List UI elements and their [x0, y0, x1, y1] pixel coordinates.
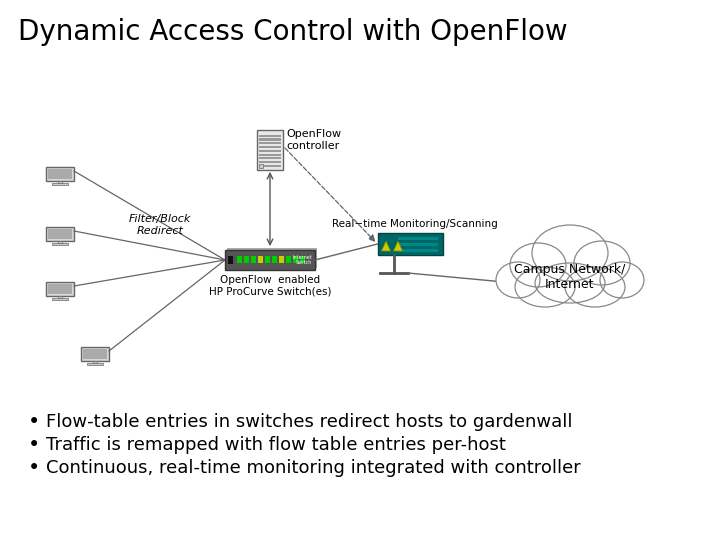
Text: OpenFlow  enabled
HP ProCurve Switch(es): OpenFlow enabled HP ProCurve Switch(es) — [209, 275, 331, 296]
Text: Filter/Block
Redirect: Filter/Block Redirect — [129, 214, 192, 236]
Bar — [377, 233, 443, 255]
Polygon shape — [394, 241, 402, 251]
Bar — [48, 169, 71, 179]
Bar — [259, 150, 281, 152]
Bar — [48, 230, 71, 239]
Bar — [81, 347, 109, 361]
Bar — [259, 165, 281, 167]
Bar — [58, 296, 62, 298]
Bar — [58, 181, 62, 183]
FancyBboxPatch shape — [225, 250, 315, 270]
Text: Dynamic Access Control with OpenFlow: Dynamic Access Control with OpenFlow — [18, 18, 567, 46]
Bar — [52, 183, 68, 185]
Bar — [397, 243, 438, 246]
Text: •: • — [28, 458, 40, 478]
Text: •: • — [28, 412, 40, 432]
Ellipse shape — [565, 267, 625, 307]
Bar — [265, 256, 270, 263]
Text: Continuous, real-time monitoring integrated with controller: Continuous, real-time monitoring integra… — [46, 459, 581, 477]
Text: Campus Network/
Internet: Campus Network/ Internet — [514, 263, 626, 291]
Bar — [259, 161, 281, 163]
Bar — [228, 256, 233, 264]
Bar — [52, 298, 68, 300]
Text: Real−time Monitoring/Scanning: Real−time Monitoring/Scanning — [332, 219, 498, 229]
Bar — [46, 167, 73, 181]
Bar — [257, 130, 283, 170]
Bar — [259, 134, 281, 137]
Bar — [259, 142, 281, 144]
Polygon shape — [382, 241, 390, 251]
Ellipse shape — [515, 267, 575, 307]
Bar — [46, 282, 73, 296]
Bar — [259, 138, 281, 140]
Bar — [293, 256, 298, 263]
Text: •: • — [28, 435, 40, 455]
Bar — [259, 157, 281, 159]
Text: Flow-table entries in switches redirect hosts to gardenwall: Flow-table entries in switches redirect … — [46, 413, 572, 431]
Text: OpenFlow
controller: OpenFlow controller — [286, 129, 341, 151]
Ellipse shape — [532, 225, 608, 281]
Bar — [46, 227, 73, 241]
FancyBboxPatch shape — [227, 248, 317, 268]
Bar — [237, 256, 242, 263]
Bar — [84, 349, 107, 359]
Ellipse shape — [600, 262, 644, 298]
Text: Traffic is remapped with flow table entries per-host: Traffic is remapped with flow table entr… — [46, 436, 506, 454]
Ellipse shape — [496, 262, 540, 298]
Bar — [397, 249, 438, 252]
Bar — [300, 256, 305, 263]
Bar — [259, 146, 281, 148]
Text: Internet
Switch: Internet Switch — [292, 254, 312, 265]
Bar — [279, 256, 284, 263]
Bar — [87, 363, 103, 365]
Ellipse shape — [535, 263, 605, 303]
Bar — [244, 256, 249, 263]
Bar — [259, 164, 263, 168]
Bar — [259, 153, 281, 156]
Bar — [93, 361, 97, 363]
Ellipse shape — [510, 243, 566, 287]
Bar — [397, 237, 438, 240]
Bar — [58, 241, 62, 243]
Bar — [258, 256, 263, 263]
Bar — [52, 243, 68, 245]
Bar — [286, 256, 291, 263]
Bar — [251, 256, 256, 263]
Bar — [272, 256, 277, 263]
Bar — [48, 284, 71, 294]
Ellipse shape — [574, 241, 630, 285]
